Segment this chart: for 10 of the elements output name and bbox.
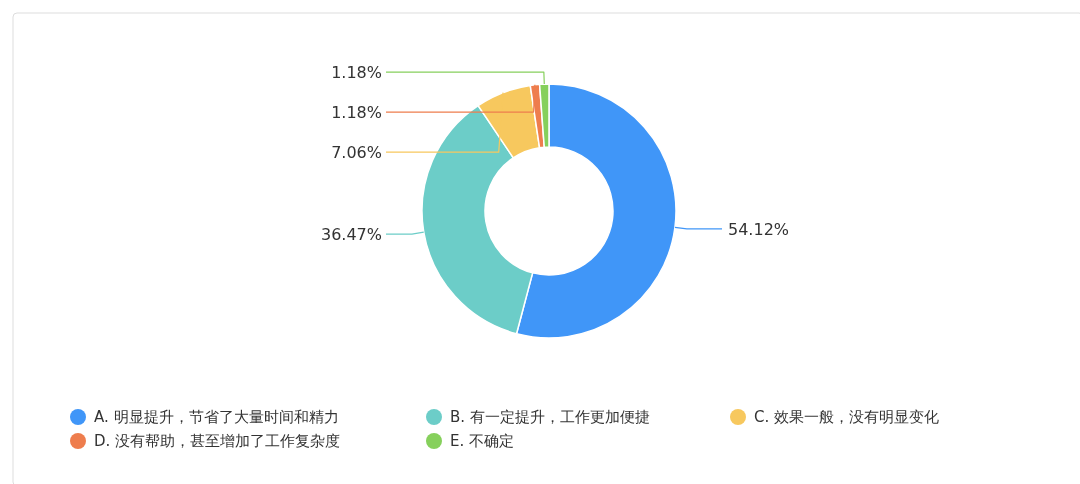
- data-label: 1.18%: [331, 62, 382, 82]
- legend-label: C. 效果一般，没有明显变化: [754, 408, 940, 427]
- data-label: 36.47%: [320, 224, 382, 244]
- data-label: 7.06%: [331, 142, 382, 162]
- legend-label: D. 没有帮助，甚至增加了工作复杂度: [94, 432, 341, 451]
- legend-label: A. 明显提升，节省了大量时间和精力: [94, 408, 339, 427]
- legend-label: B. 有一定提升，工作更加便捷: [450, 408, 650, 427]
- data-label: 1.18%: [331, 102, 382, 122]
- data-label: 54.12%: [728, 219, 790, 239]
- legend-label: E. 不确定: [450, 432, 515, 451]
